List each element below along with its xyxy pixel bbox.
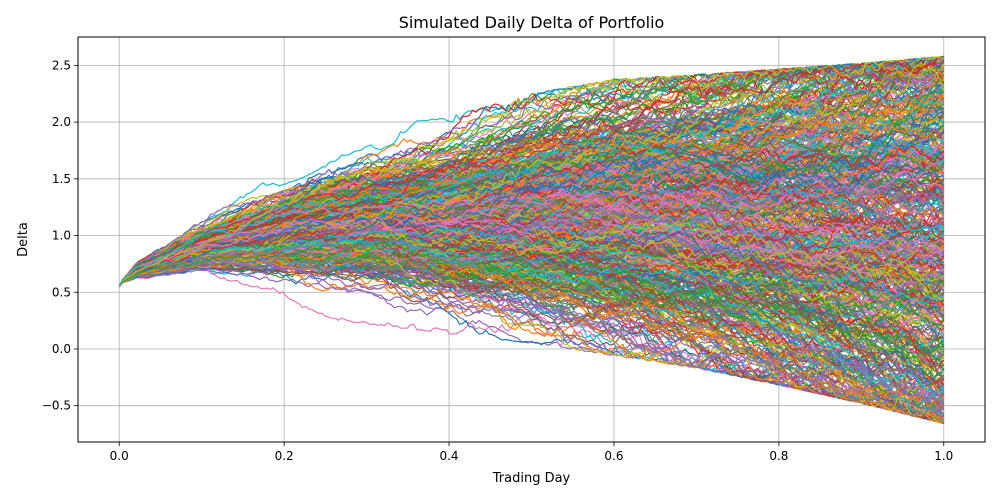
delta-path-line [118,221,945,372]
delta-path-line [118,226,944,287]
delta-path-line [118,252,945,358]
simulated-paths [118,55,945,425]
delta-path-line [118,63,944,287]
delta-path-line [118,213,945,306]
x-tick-label: 1.0 [934,449,953,463]
delta-path-line [118,255,945,327]
delta-path-line [118,152,944,287]
delta-path-line [118,67,945,287]
delta-path-line [118,188,945,287]
delta-path-line [118,241,945,316]
delta-path-line [118,58,945,287]
delta-path-line [118,248,945,402]
delta-path-line [118,56,945,287]
delta-path-line [118,143,945,287]
delta-path-line [118,249,945,385]
delta-path-line [118,88,944,287]
y-tick-label: −0.5 [42,399,71,413]
y-tick-label: 0.5 [52,285,71,299]
delta-path-line [118,246,945,359]
y-tick-label: 2.0 [52,115,71,129]
y-tick-label: 1.5 [52,172,71,186]
delta-path-line [118,56,945,287]
x-tick-label: 0.6 [604,449,623,463]
delta-path-line [118,212,945,317]
y-tick-label: 2.5 [52,58,71,72]
x-tick-label: 0.4 [439,449,458,463]
y-axis-ticks: −0.5 0.0 0.5 1.0 1.5 2.0 2.5 [42,58,78,413]
delta-path-line [118,239,945,417]
x-axis-label: Trading Day [492,471,571,486]
delta-path-line [118,63,945,287]
x-tick-label: 0.2 [275,449,294,463]
plot-frame [77,36,986,443]
x-axis-ticks: 0.0 0.2 0.4 0.6 0.8 1.0 [110,442,953,463]
delta-path-line [118,179,945,287]
delta-path-line [118,185,945,287]
delta-path-line [118,56,944,287]
delta-path-line [118,144,945,287]
chart-title: Simulated Daily Delta of Portfolio [399,13,665,32]
x-tick-label: 0.0 [110,449,129,463]
delta-path-line [118,218,945,301]
delta-path-line [118,257,945,411]
delta-path-line [118,240,945,422]
delta-path-line [118,58,945,287]
y-tick-label: 1.0 [52,229,71,243]
delta-path-line [118,227,945,304]
delta-path-line [118,56,944,287]
y-axis-label: Delta [16,222,31,257]
delta-path-line [118,170,944,287]
delta-path-line [118,228,945,373]
delta-path-line [118,121,945,287]
x-tick-label: 0.8 [769,449,788,463]
y-tick-label: 0.0 [52,342,71,356]
delta-path-line [118,239,944,393]
